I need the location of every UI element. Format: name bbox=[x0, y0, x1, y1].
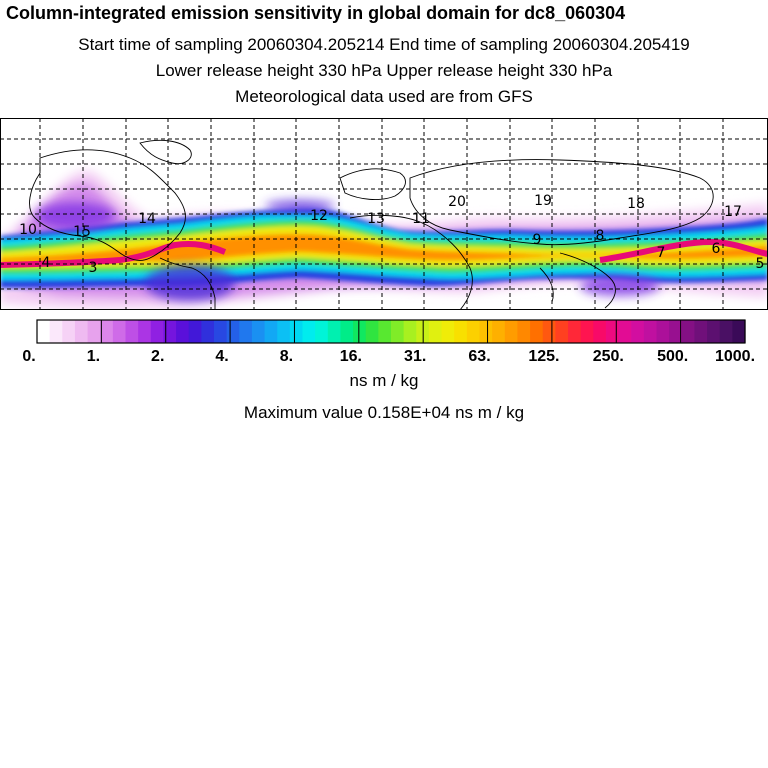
colorbar-cell bbox=[315, 320, 329, 343]
colorbar-cell bbox=[125, 320, 139, 343]
colorbar-cell bbox=[555, 320, 569, 343]
colorbar-cell bbox=[353, 320, 367, 343]
colorbar-cell bbox=[138, 320, 152, 343]
colorbar-cell bbox=[176, 320, 190, 343]
day-label: 4 bbox=[42, 255, 51, 271]
colorbar-cell bbox=[479, 320, 493, 343]
colorbar-cell bbox=[428, 320, 443, 343]
colorbar-cell bbox=[188, 320, 202, 343]
day-label: 20 bbox=[448, 194, 466, 210]
colorbar-tick-label: 4. bbox=[215, 348, 228, 365]
colorbar-cell bbox=[593, 320, 607, 343]
day-label: 5 bbox=[756, 256, 765, 272]
colorbar-cell bbox=[707, 320, 721, 343]
day-label: 11 bbox=[412, 211, 430, 227]
colorbar-tick-label: 2. bbox=[151, 348, 164, 365]
met-data-line: Meteorological data used are from GFS bbox=[235, 87, 533, 106]
colorbar-cell bbox=[580, 320, 594, 343]
colorbar-cell bbox=[150, 320, 165, 343]
colorbar-cell bbox=[530, 320, 544, 343]
colorbar-tick-label: 125. bbox=[528, 348, 559, 365]
day-label: 19 bbox=[534, 193, 552, 209]
colorbar-units: ns m / kg bbox=[349, 371, 419, 390]
colorbar-cell bbox=[378, 320, 392, 343]
day-label: 3 bbox=[89, 260, 98, 276]
colorbar-cell bbox=[214, 320, 228, 343]
day-label: 9 bbox=[533, 232, 542, 248]
colorbar-cell bbox=[669, 320, 683, 343]
colorbar-cell bbox=[517, 320, 531, 343]
colorbar-cell bbox=[226, 320, 240, 343]
day-labels: 10 4 3 15 14 13 12 11 20 19 18 17 9 8 7 6 5 bbox=[19, 193, 764, 276]
colorbar-tick-label: 0. bbox=[22, 348, 35, 365]
plot-title: Column-integrated emission sensitivity i… bbox=[6, 3, 626, 23]
colorbar-cell bbox=[163, 320, 177, 343]
graticule bbox=[0, 118, 768, 310]
colorbar-tick-label: 250. bbox=[593, 348, 624, 365]
colorbar-cell bbox=[277, 320, 291, 343]
sampling-time-line: Start time of sampling 20060304.205214 E… bbox=[78, 35, 690, 54]
day-label: 7 bbox=[657, 245, 666, 261]
maximum-value: Maximum value 0.158E+04 ns m / kg bbox=[243, 403, 525, 422]
colorbar-cell bbox=[732, 320, 746, 343]
colorbar-tick-label: 63. bbox=[468, 348, 490, 365]
colorbar-cell bbox=[441, 320, 455, 343]
day-label: 8 bbox=[596, 228, 605, 244]
colorbar-cell bbox=[112, 320, 127, 343]
colorbar-cell bbox=[605, 320, 620, 343]
colorbar-cell bbox=[681, 320, 696, 343]
colorbar-cell bbox=[74, 320, 89, 343]
colorbar-cell bbox=[100, 320, 114, 343]
colorbar-cell bbox=[327, 320, 342, 343]
colorbar-tick-label: 16. bbox=[340, 348, 362, 365]
colorbar-cell bbox=[568, 320, 582, 343]
day-label: 10 bbox=[19, 222, 37, 238]
colorbar-cell bbox=[618, 320, 632, 343]
colorbar-tick-label: 500. bbox=[657, 348, 688, 365]
colorbar-cell bbox=[239, 320, 253, 343]
day-label: 13 bbox=[367, 211, 385, 227]
colorbar-frame bbox=[36, 319, 746, 344]
colorbar-cell bbox=[694, 320, 708, 343]
colorbar-cell bbox=[264, 320, 278, 343]
day-label: 18 bbox=[627, 196, 645, 212]
colorbar-cell bbox=[656, 320, 670, 343]
colorbar-cell bbox=[251, 320, 266, 343]
colorbar-tick-label: 8. bbox=[280, 348, 293, 365]
day-label: 17 bbox=[724, 204, 742, 220]
colorbar-cell bbox=[201, 320, 215, 343]
colorbar-cell bbox=[466, 320, 481, 343]
colorbar-cell bbox=[62, 320, 76, 343]
colorbar-cell bbox=[37, 320, 51, 343]
colorbar-tick-label: 1. bbox=[87, 348, 100, 365]
colorbar-cell bbox=[391, 320, 405, 343]
day-label: 6 bbox=[712, 241, 721, 257]
day-label: 15 bbox=[73, 224, 91, 240]
colorbar-cell bbox=[365, 320, 379, 343]
colorbar: 0. 1. 2. 4. 8. 16. 31. 63. 125. 250. 500. 1000. bbox=[22, 319, 755, 365]
colorbar-cell bbox=[403, 320, 417, 343]
colorbar-tick-label: 31. bbox=[404, 348, 426, 365]
release-height-line: Lower release height 330 hPa Upper relea… bbox=[155, 61, 613, 80]
day-label: 12 bbox=[310, 208, 328, 224]
colorbar-cell bbox=[49, 320, 63, 343]
day-label: 14 bbox=[138, 211, 156, 227]
emission-sensitivity-map: 10 4 3 15 14 13 12 11 20 19 18 17 9 8 7 6 5 bbox=[0, 118, 768, 310]
colorbar-cell bbox=[289, 320, 304, 343]
colorbar-cell bbox=[340, 320, 354, 343]
colorbar-cell bbox=[643, 320, 658, 343]
colorbar-cell bbox=[719, 320, 733, 343]
colorbar-cell bbox=[454, 320, 468, 343]
colorbar-cell bbox=[504, 320, 519, 343]
colorbar-cell bbox=[302, 320, 316, 343]
colorbar-cell bbox=[542, 320, 556, 343]
coastlines bbox=[29, 139, 714, 310]
colorbar-tick-label: 1000. bbox=[715, 348, 755, 365]
plume-bands bbox=[0, 207, 768, 288]
colorbar-cell bbox=[631, 320, 645, 343]
colorbar-cell bbox=[87, 320, 101, 343]
colorbar-cell bbox=[492, 320, 506, 343]
